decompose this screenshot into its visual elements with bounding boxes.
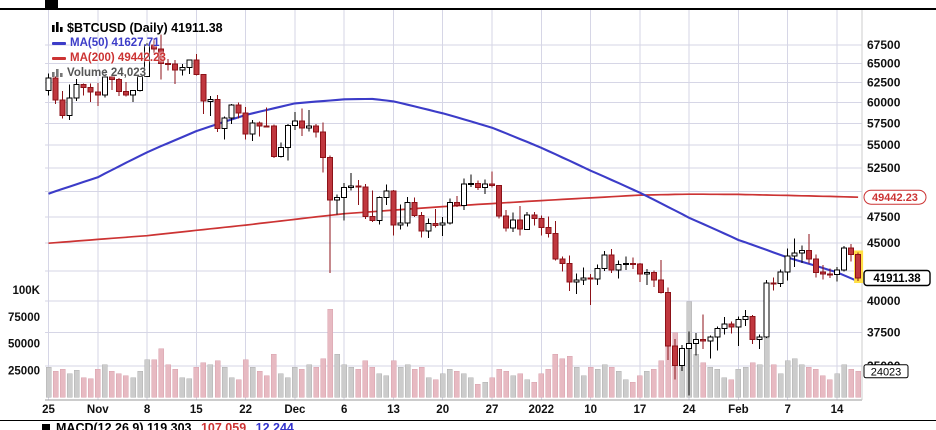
svg-text:67500: 67500 <box>867 38 901 52</box>
svg-text:45000: 45000 <box>867 236 901 250</box>
svg-text:6: 6 <box>341 404 347 416</box>
ma50-label: MA(50) 41627.71 <box>70 37 160 49</box>
candlestick-chart-icon <box>52 21 63 35</box>
candles-layer <box>45 34 862 396</box>
svg-text:24: 24 <box>683 404 696 416</box>
svg-text:60000: 60000 <box>867 96 901 110</box>
volume-label: Volume 24,023 <box>67 67 147 79</box>
svg-text:7: 7 <box>784 404 790 416</box>
legend-title-row: $BTCUSD (Daily) 41911.38 <box>52 21 223 35</box>
svg-text:17: 17 <box>634 404 647 416</box>
svg-text:75000: 75000 <box>8 312 40 324</box>
svg-text:37500: 37500 <box>867 325 901 339</box>
svg-text:Nov: Nov <box>87 404 109 416</box>
macd-histogram-value: 12.244 <box>255 421 294 430</box>
svg-text:27: 27 <box>486 404 499 416</box>
chart-legend: $BTCUSD (Daily) 41911.38 MA(50) 41627.71… <box>52 21 223 80</box>
svg-text:57500: 57500 <box>867 116 901 130</box>
svg-text:55000: 55000 <box>867 138 901 152</box>
svg-text:24023: 24023 <box>871 366 902 378</box>
indicator-bullet-icon <box>42 424 50 430</box>
svg-text:62500: 62500 <box>867 76 901 90</box>
pane-separator-bottom <box>0 420 936 421</box>
pane-resize-handle[interactable] <box>45 0 58 8</box>
svg-text:10: 10 <box>584 404 597 416</box>
svg-text:14: 14 <box>831 404 844 416</box>
ma200-label: MA(200) 49442.23 <box>70 52 166 64</box>
legend-volume-row: Volume 24,023 <box>52 66 223 80</box>
svg-text:52500: 52500 <box>867 161 901 175</box>
badges-layer: 49442.23 41911.38 24023 <box>863 189 931 379</box>
svg-text:Dec: Dec <box>284 404 306 416</box>
svg-text:8: 8 <box>144 404 151 416</box>
symbol-title: $BTCUSD (Daily) 41911.38 <box>67 21 223 35</box>
svg-text:47500: 47500 <box>867 210 901 224</box>
svg-text:41911.38: 41911.38 <box>873 273 921 285</box>
legend-ma50-row: MA(50) 41627.71 <box>52 36 223 50</box>
svg-text:25000: 25000 <box>8 365 40 377</box>
legend-ma200-row: MA(200) 49442.23 <box>52 51 223 65</box>
ma200-color-swatch <box>52 56 66 60</box>
ma200-line <box>48 193 859 245</box>
ma50-color-swatch <box>52 41 66 45</box>
svg-text:Feb: Feb <box>728 404 748 416</box>
svg-text:22: 22 <box>239 404 252 416</box>
ma50-line <box>48 97 859 283</box>
svg-text:50000: 50000 <box>8 339 40 351</box>
svg-text:2022: 2022 <box>529 404 555 416</box>
svg-text:49442.23: 49442.23 <box>872 192 918 204</box>
pane-separator-top <box>0 8 936 10</box>
macd-label: MACD(12,26,9) 119.303, <box>56 421 195 430</box>
axis-lines <box>45 10 863 401</box>
svg-text:25: 25 <box>42 404 55 416</box>
svg-text:65000: 65000 <box>867 56 901 70</box>
svg-text:20: 20 <box>436 404 449 416</box>
macd-signal-value: 107.059, <box>200 421 250 430</box>
volume-bars-icon <box>52 66 63 80</box>
svg-text:100K: 100K <box>13 285 41 297</box>
svg-text:15: 15 <box>190 404 203 416</box>
svg-text:40000: 40000 <box>867 294 901 308</box>
svg-text:13: 13 <box>387 404 400 416</box>
macd-legend: MACD(12,26,9) 119.303, 107.059, 12.244 <box>42 421 294 430</box>
